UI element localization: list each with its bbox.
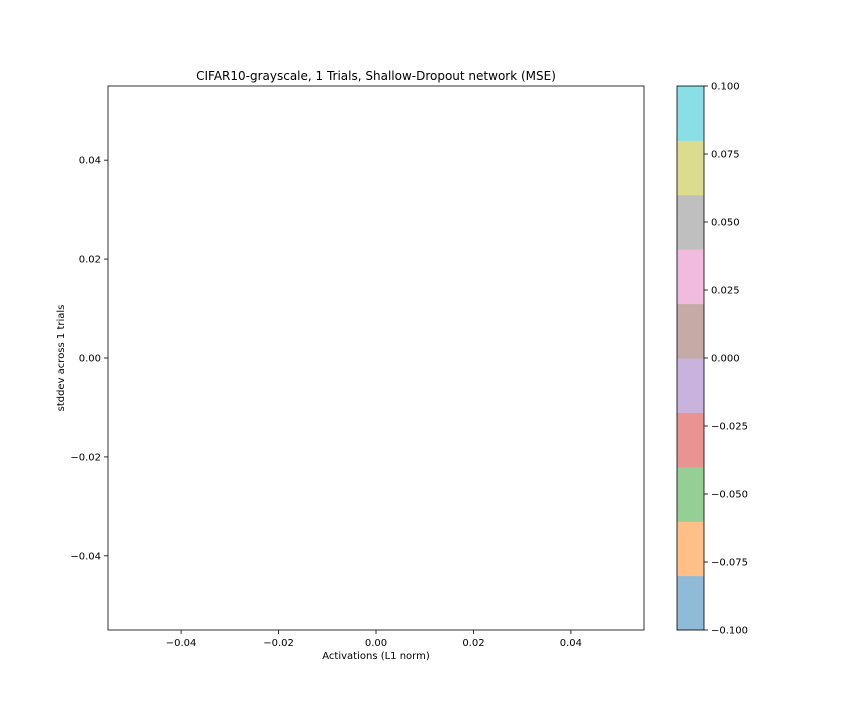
colorbar-tick-label: −0.050 [711,490,748,501]
y-axis-label: stddev across 1 trials [56,305,67,412]
colorbar-tick-label: 0.025 [711,286,740,297]
colorbar-segment [677,194,704,250]
colorbar-segment [677,575,704,631]
y-tick-label: −0.04 [70,551,101,562]
y-tick-label: 0.02 [79,255,101,266]
plot-frame [107,85,645,631]
colorbar-tick-label: 0.000 [711,354,740,365]
colorbar-segment [677,249,704,305]
x-axis-label: Activations (L1 norm) [322,651,430,662]
colorbar-segment [677,466,704,522]
y-tick-label: 0.04 [79,156,101,167]
x-tick-label: 0.00 [365,638,387,649]
plot-area [107,85,645,631]
colorbar-segment [677,412,704,468]
x-tick-label: −0.02 [263,638,294,649]
colorbar-tick-label: 0.100 [711,82,740,93]
x-tick-label: −0.04 [166,638,197,649]
colorbar-segment [677,86,704,141]
colorbar-tick-label: −0.075 [711,558,748,569]
colorbar-segment [677,140,704,196]
colorbar-segment [677,358,704,413]
y-axis: −0.04 −0.02 0.00 0.02 0.04 [70,156,108,562]
y-tick-label: 0.00 [79,354,101,365]
y-tick-label: −0.02 [70,452,101,463]
colorbar-tick-label: 0.050 [711,218,740,229]
chart-title: CIFAR10-grayscale, 1 Trials, Shallow-Dro… [196,69,556,83]
colorbar-tick-label: −0.100 [711,626,748,637]
x-axis: −0.04 −0.02 0.00 0.02 0.04 [166,630,582,649]
colorbar: −0.100 −0.075 −0.050 −0.025 0.000 0.025 0.050 0… [676,82,748,637]
colorbar-segment [677,303,704,359]
colorbar-segment [677,521,704,577]
colorbar-tick-label: −0.025 [711,422,748,433]
x-tick-label: 0.02 [462,638,484,649]
colorbar-tick-label: 0.075 [711,150,740,161]
x-tick-label: 0.04 [560,638,582,649]
